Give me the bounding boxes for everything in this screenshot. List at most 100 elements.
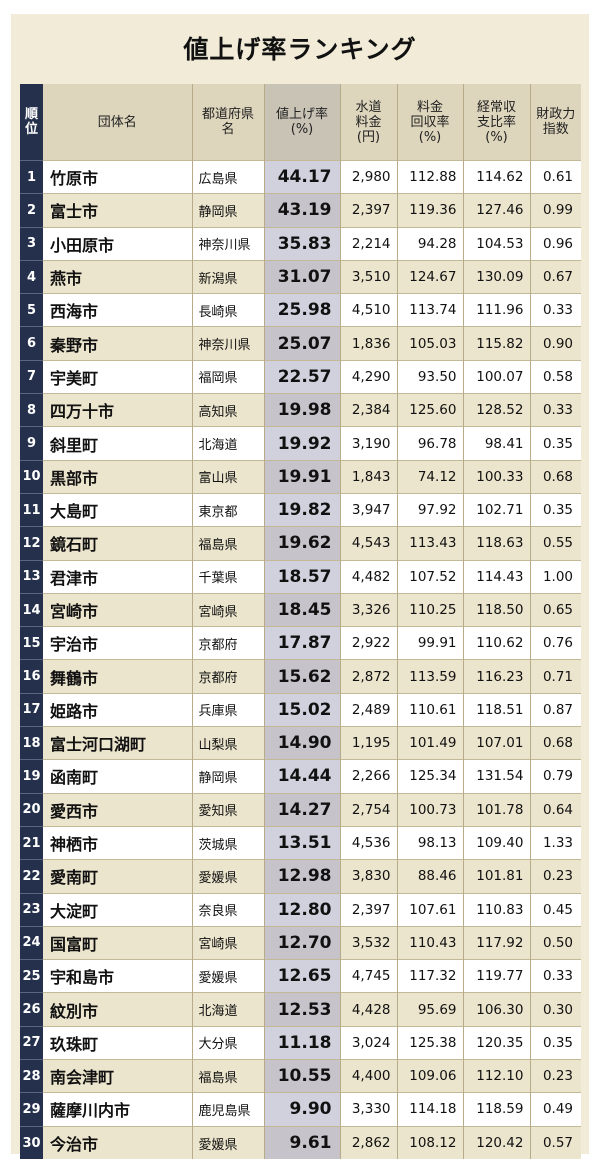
- cell-water-fee: 4,543: [340, 526, 398, 561]
- cell-recovery-rate: 117.32: [397, 959, 464, 993]
- cell-rank: 7: [20, 359, 43, 394]
- cell-municipality: 紋別市: [43, 992, 193, 1027]
- table-row: 5 西海市 長崎県 25.98 4,510 113.74 111.96 0.33: [20, 293, 581, 327]
- cell-increase-rate: 12.70: [264, 925, 341, 960]
- cell-fiscal-index: 0.99: [530, 193, 581, 228]
- cell-fiscal-index: 0.71: [530, 659, 581, 694]
- cell-recovery-rate: 100.73: [397, 792, 464, 827]
- cell-increase-rate: 13.51: [264, 825, 341, 860]
- cell-rank: 25: [20, 959, 43, 993]
- cell-balance-ratio: 118.50: [463, 592, 531, 627]
- cell-water-fee: 2,384: [340, 393, 398, 427]
- cell-increase-rate: 44.17: [264, 159, 341, 194]
- cell-prefecture: 奈良県: [192, 892, 265, 927]
- cell-balance-ratio: 111.96: [463, 293, 531, 327]
- table-row: 6 秦野市 神奈川県 25.07 1,836 105.03 115.82 0.90: [20, 326, 581, 361]
- header-name: 団体名: [43, 84, 193, 161]
- cell-municipality: 四万十市: [43, 393, 193, 427]
- cell-municipality: 大島町: [43, 492, 193, 527]
- cell-balance-ratio: 101.81: [463, 859, 531, 894]
- cell-municipality: 玖珠町: [43, 1025, 193, 1060]
- cell-recovery-rate: 113.59: [397, 659, 464, 694]
- cell-balance-ratio: 117.92: [463, 925, 531, 960]
- cell-recovery-rate: 105.03: [397, 326, 464, 361]
- cell-municipality: 宇治市: [43, 626, 193, 660]
- cell-water-fee: 1,836: [340, 326, 398, 361]
- cell-municipality: 宮崎市: [43, 592, 193, 627]
- cell-increase-rate: 18.45: [264, 592, 341, 627]
- cell-increase-rate: 19.92: [264, 426, 341, 461]
- cell-rank: 15: [20, 626, 43, 660]
- cell-prefecture: 北海道: [192, 426, 265, 461]
- cell-increase-rate: 15.02: [264, 692, 341, 727]
- cell-fiscal-index: 0.58: [530, 359, 581, 394]
- cell-balance-ratio: 100.33: [463, 459, 531, 494]
- table-row: 30 今治市 愛媛県 9.61 2,862 108.12 120.42 0.57: [20, 1125, 581, 1160]
- cell-increase-rate: 12.98: [264, 859, 341, 894]
- cell-water-fee: 3,330: [340, 1092, 398, 1127]
- cell-recovery-rate: 88.46: [397, 859, 464, 894]
- cell-prefecture: 福島県: [192, 526, 265, 561]
- cell-fiscal-index: 0.23: [530, 1059, 581, 1093]
- cell-increase-rate: 12.80: [264, 892, 341, 927]
- header-balance-ratio: 経常収 支比率 (%): [463, 84, 531, 161]
- cell-water-fee: 4,400: [340, 1059, 398, 1093]
- cell-recovery-rate: 110.25: [397, 592, 464, 627]
- cell-prefecture: 愛媛県: [192, 859, 265, 894]
- table-row: 1 竹原市 広島県 44.17 2,980 112.88 114.62 0.61: [20, 159, 581, 194]
- table-row: 10 黒部市 富山県 19.91 1,843 74.12 100.33 0.68: [20, 459, 581, 494]
- table-row: 26 紋別市 北海道 12.53 4,428 95.69 106.30 0.30: [20, 992, 581, 1027]
- cell-prefecture: 福岡県: [192, 359, 265, 394]
- cell-recovery-rate: 125.38: [397, 1025, 464, 1060]
- cell-municipality: 国富町: [43, 925, 193, 960]
- cell-fiscal-index: 0.33: [530, 393, 581, 427]
- cell-increase-rate: 14.90: [264, 726, 341, 760]
- cell-prefecture: 大分県: [192, 1025, 265, 1060]
- ranking-table: 順 位 団体名 都道府県 名 値上げ率 (%) 水道 料金 (円) 料金 回収率…: [20, 84, 581, 1160]
- cell-increase-rate: 25.07: [264, 326, 341, 361]
- cell-prefecture: 千葉県: [192, 559, 265, 594]
- cell-balance-ratio: 128.52: [463, 393, 531, 427]
- cell-rank: 1: [20, 159, 43, 194]
- table-row: 3 小田原市 神奈川県 35.83 2,214 94.28 104.53 0.96: [20, 226, 581, 261]
- cell-water-fee: 3,510: [340, 259, 398, 294]
- cell-recovery-rate: 124.67: [397, 259, 464, 294]
- cell-increase-rate: 17.87: [264, 626, 341, 660]
- cell-increase-rate: 43.19: [264, 193, 341, 228]
- cell-prefecture: 新潟県: [192, 259, 265, 294]
- cell-municipality: 秦野市: [43, 326, 193, 361]
- cell-increase-rate: 19.62: [264, 526, 341, 561]
- cell-rank: 10: [20, 459, 43, 494]
- cell-municipality: 鏡石町: [43, 526, 193, 561]
- cell-rank: 17: [20, 692, 43, 727]
- cell-rank: 23: [20, 892, 43, 927]
- cell-recovery-rate: 96.78: [397, 426, 464, 461]
- cell-rank: 13: [20, 559, 43, 594]
- cell-municipality: 西海市: [43, 293, 193, 327]
- cell-balance-ratio: 101.78: [463, 792, 531, 827]
- cell-balance-ratio: 130.09: [463, 259, 531, 294]
- cell-balance-ratio: 112.10: [463, 1059, 531, 1093]
- cell-water-fee: 3,190: [340, 426, 398, 461]
- cell-fiscal-index: 0.50: [530, 925, 581, 960]
- cell-water-fee: 3,947: [340, 492, 398, 527]
- table-row: 8 四万十市 高知県 19.98 2,384 125.60 128.52 0.33: [20, 393, 581, 427]
- cell-water-fee: 1,195: [340, 726, 398, 760]
- cell-rank: 27: [20, 1025, 43, 1060]
- cell-rank: 19: [20, 759, 43, 794]
- cell-prefecture: 茨城県: [192, 825, 265, 860]
- table-row: 24 国富町 宮崎県 12.70 3,532 110.43 117.92 0.50: [20, 925, 581, 960]
- cell-municipality: 今治市: [43, 1125, 193, 1160]
- cell-rank: 22: [20, 859, 43, 894]
- cell-balance-ratio: 120.42: [463, 1125, 531, 1160]
- cell-recovery-rate: 74.12: [397, 459, 464, 494]
- cell-recovery-rate: 97.92: [397, 492, 464, 527]
- cell-fiscal-index: 0.64: [530, 792, 581, 827]
- cell-water-fee: 2,266: [340, 759, 398, 794]
- cell-prefecture: 愛知県: [192, 792, 265, 827]
- cell-fiscal-index: 0.57: [530, 1125, 581, 1160]
- cell-municipality: 斜里町: [43, 426, 193, 461]
- cell-water-fee: 4,536: [340, 825, 398, 860]
- cell-balance-ratio: 110.62: [463, 626, 531, 660]
- table-row: 17 姫路市 兵庫県 15.02 2,489 110.61 118.51 0.87: [20, 692, 581, 727]
